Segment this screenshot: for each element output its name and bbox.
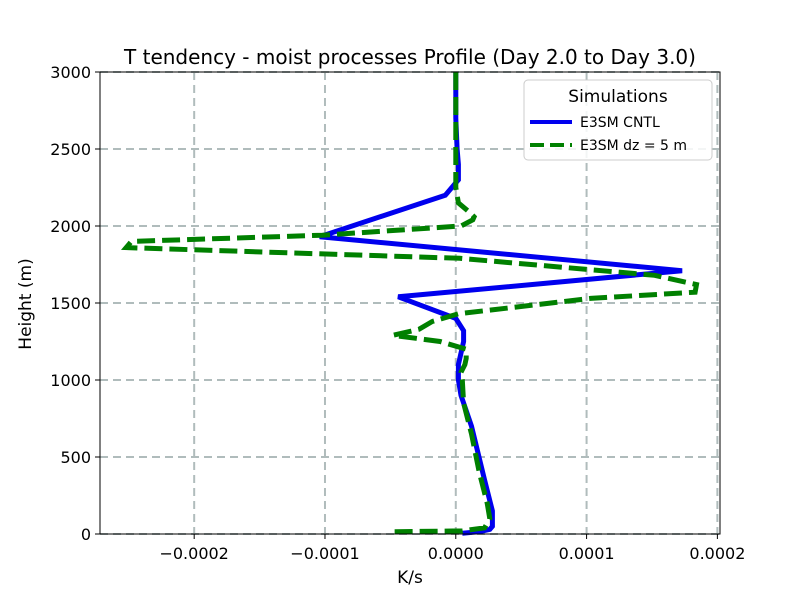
y-tick-label: 2500 — [50, 140, 91, 159]
y-tick-label: 1500 — [50, 294, 91, 313]
legend-box — [523, 79, 713, 161]
legend-label-e3sm-cntl: E3SM CNTL — [580, 115, 660, 131]
x-tick-label: 0.0000 — [428, 544, 484, 563]
series-line-e3sm-dz-5-m — [120, 72, 700, 535]
y-tick-label: 1000 — [50, 371, 91, 390]
y-tick-label: 3000 — [50, 63, 91, 82]
y-axis-label: Height (m) — [16, 258, 36, 349]
y-tick-label: 0 — [81, 525, 91, 544]
ticks: −0.0002 −0.0001 0.0000 0.0001 0.0002 0 500 1000… — [50, 63, 745, 563]
series-line-e3sm-cntl — [318, 72, 683, 536]
x-tick-label: 0.0001 — [559, 544, 615, 563]
legend: Simulations E3SM CNTL E3SM dz = 5 m — [523, 79, 713, 161]
grid — [100, 71, 720, 535]
x-tick-label: 0.0002 — [689, 544, 745, 563]
x-tick-label: −0.0001 — [290, 544, 359, 563]
legend-title: Simulations — [568, 87, 668, 107]
series-layer — [120, 72, 700, 536]
legend-label-e3sm-dz-5m: E3SM dz = 5 m — [580, 138, 687, 154]
x-axis-label: K/s — [397, 568, 423, 588]
y-tick-label: 2000 — [50, 217, 91, 236]
y-tick-label: 500 — [60, 448, 91, 467]
chart-title: T tendency - moist processes Profile (Da… — [123, 45, 696, 69]
x-tick-label: −0.0002 — [159, 544, 228, 563]
